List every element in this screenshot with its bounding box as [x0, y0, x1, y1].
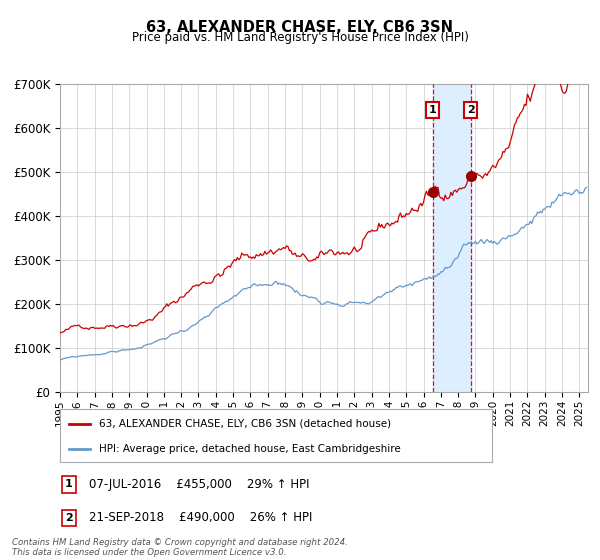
- Text: Price paid vs. HM Land Registry's House Price Index (HPI): Price paid vs. HM Land Registry's House …: [131, 31, 469, 44]
- Text: Contains HM Land Registry data © Crown copyright and database right 2024.
This d: Contains HM Land Registry data © Crown c…: [12, 538, 348, 557]
- Text: 63, ALEXANDER CHASE, ELY, CB6 3SN: 63, ALEXANDER CHASE, ELY, CB6 3SN: [146, 20, 454, 35]
- Text: 1: 1: [428, 105, 436, 115]
- Text: 63, ALEXANDER CHASE, ELY, CB6 3SN (detached house): 63, ALEXANDER CHASE, ELY, CB6 3SN (detac…: [99, 419, 391, 429]
- Text: 2: 2: [65, 513, 73, 523]
- Bar: [433, 84, 470, 392]
- Text: 1: 1: [65, 479, 73, 489]
- Text: 2: 2: [467, 105, 475, 115]
- Text: 21-SEP-2018    £490,000    26% ↑ HPI: 21-SEP-2018 £490,000 26% ↑ HPI: [89, 511, 312, 525]
- Text: HPI: Average price, detached house, East Cambridgeshire: HPI: Average price, detached house, East…: [99, 444, 401, 454]
- Text: 07-JUL-2016    £455,000    29% ↑ HPI: 07-JUL-2016 £455,000 29% ↑ HPI: [89, 478, 310, 491]
